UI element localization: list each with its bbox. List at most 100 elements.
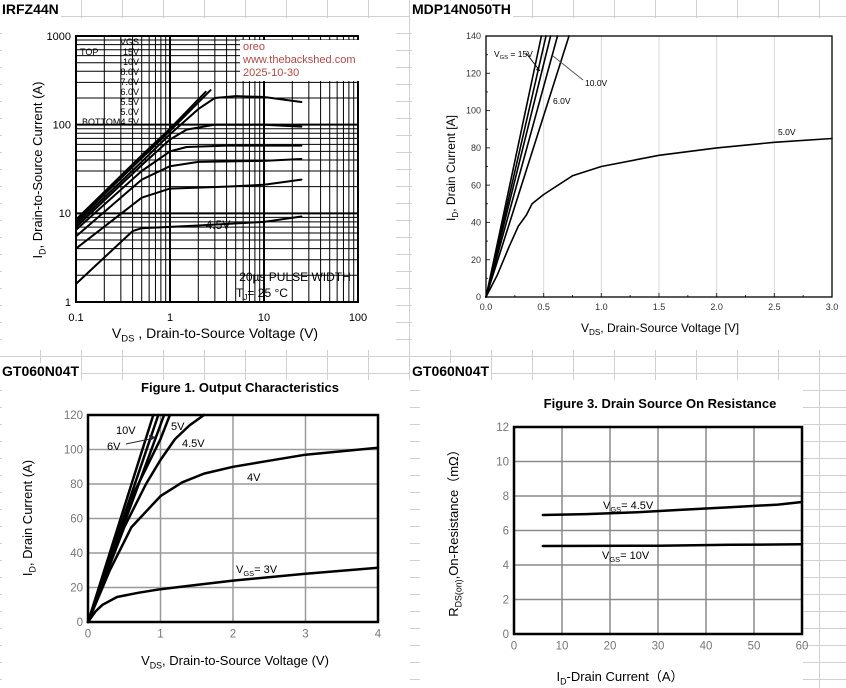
- x-tick-label: 0.5: [537, 302, 550, 312]
- x-tick-label: 2.0: [710, 302, 723, 312]
- watermark-line3: 2025-10-30: [243, 67, 300, 79]
- series-label: VGS= 3V: [236, 564, 278, 578]
- y-tick-label: 20: [70, 583, 83, 595]
- series-label-sub: GS: [243, 569, 254, 578]
- legend-header: VGS: [120, 37, 139, 47]
- cell-title-irfz44n[interactable]: IRFZ44N: [0, 1, 61, 17]
- series-line: [541, 543, 804, 548]
- series-group: [86, 413, 380, 624]
- series-line: [75, 123, 303, 229]
- series-label: VGS= 10V: [602, 550, 650, 564]
- x-axis-label-main: V: [581, 321, 589, 335]
- cell-title-gt060n04t-left[interactable]: GT060N04T: [0, 363, 82, 379]
- chart-title: Figure 3. Drain Source On Resistance: [544, 396, 777, 411]
- y-axis-label-main: I: [444, 218, 458, 221]
- arrow-head-icon: [149, 435, 156, 441]
- chart-panel-gt060n04t-fig1: [2, 380, 410, 688]
- x-tick-label: 30: [652, 641, 665, 653]
- series-line: [86, 566, 380, 624]
- y-tick-label: 10: [59, 208, 71, 220]
- x-tick-label: 40: [700, 641, 713, 653]
- series-group: [541, 500, 804, 548]
- series-label: 6V: [107, 441, 121, 453]
- y-tick-label: 10: [496, 457, 509, 469]
- x-tick-label: 60: [796, 641, 809, 653]
- x-axis-label: ID-Drain Current（A）: [556, 669, 683, 686]
- series-label-rest: = 4.5V: [621, 500, 654, 512]
- y-tick-label: 120: [466, 68, 481, 78]
- y-tick-label: 100: [53, 120, 71, 132]
- series-label-sub: GS: [500, 55, 508, 61]
- y-tick-label: 0: [503, 629, 509, 641]
- y-axis-label-rest: , Drain Current (A): [20, 460, 35, 566]
- cell-title-gt060n04t-right[interactable]: GT060N04T: [410, 363, 492, 379]
- x-tick-label: 0: [511, 641, 517, 653]
- series-label-rest: = 10V: [620, 550, 650, 562]
- y-axis-label-rest: , Drain Current [A]: [444, 115, 458, 212]
- series-label-4.5v: 4.5V: [206, 218, 231, 232]
- legend-item: 8.0V: [120, 67, 139, 77]
- y-tick-label: 40: [70, 548, 83, 560]
- label-leader-line: [552, 55, 584, 81]
- series-line: [485, 35, 559, 298]
- watermark: oreo www.thebackshed.com 2025-10-30: [240, 40, 359, 81]
- x-tick-label: 1.0: [595, 302, 608, 312]
- y-axis-label: ID, Drain Current (A): [20, 460, 37, 576]
- series-line: [86, 446, 380, 624]
- y-tick-label: 1: [65, 297, 71, 309]
- series-line: [541, 500, 804, 517]
- y-tick-label: 1000: [47, 31, 71, 43]
- series-label-main: V: [236, 564, 244, 576]
- series-label: 5.0V: [778, 127, 796, 137]
- legend-item: 4.5V: [120, 117, 139, 127]
- x-tick-label: 10: [258, 312, 270, 324]
- series-line: [485, 35, 570, 298]
- x-tick-label: 0: [85, 629, 91, 641]
- y-axis-label-main: R: [446, 607, 461, 616]
- x-axis-label-sub: DS: [589, 328, 601, 337]
- x-axis-label-sub: D: [560, 676, 566, 686]
- y-tick-label: 140: [466, 31, 481, 41]
- series-label-main: 10.0V: [585, 78, 608, 88]
- legend-item: 5.5V: [120, 97, 139, 107]
- x-axis-label-rest: -Drain Current（A）: [566, 669, 683, 684]
- x-tick-label: 0.0: [480, 302, 493, 312]
- series-label: 4V: [247, 472, 261, 484]
- series-label: VGS= 4.5V: [603, 500, 654, 514]
- x-axis-label-main: I: [556, 669, 560, 684]
- legend-bottom-label: BOTTOM: [82, 117, 120, 127]
- series-label-main: 5V: [171, 421, 185, 433]
- y-tick-label: 4: [503, 560, 510, 572]
- series-line: [485, 35, 552, 298]
- series-label: VGS = 15V: [494, 49, 533, 61]
- series-label: 10.0V: [585, 78, 608, 88]
- legend-item: 6.0V: [120, 87, 139, 97]
- x-axis-label-sub: DS: [121, 334, 134, 345]
- series-label-sub: GS: [610, 505, 621, 514]
- x-tick-label: 1.5: [653, 302, 666, 312]
- y-tick-label: 0: [476, 292, 481, 302]
- series-label-main: 6.0V: [553, 96, 571, 106]
- x-tick-label: 4: [375, 629, 382, 641]
- x-tick-label: 1: [167, 312, 173, 324]
- y-tick-label: 60: [70, 514, 83, 526]
- series-label-rest: = 15V: [508, 49, 533, 59]
- series-label-rest: = 3V: [254, 564, 278, 576]
- x-tick-label: 0.1: [68, 312, 83, 324]
- series-line: [75, 178, 303, 250]
- tj-annotation-sub: J: [243, 293, 247, 302]
- y-axis-label: ID, Drain Current [A]: [444, 115, 460, 221]
- series-label-main: 4V: [247, 472, 261, 484]
- series-group: [485, 35, 833, 298]
- y-tick-label: 2: [503, 595, 509, 607]
- y-axis-label-sub: D: [37, 248, 47, 254]
- x-axis-label-rest: , Drain-Source Voltage [V]: [600, 321, 739, 335]
- cell-title-mdp14n050th[interactable]: MDP14N050TH: [410, 1, 513, 17]
- x-tick-label: 100: [349, 312, 367, 324]
- series-label-main: V: [603, 500, 611, 512]
- series-line: [75, 158, 303, 238]
